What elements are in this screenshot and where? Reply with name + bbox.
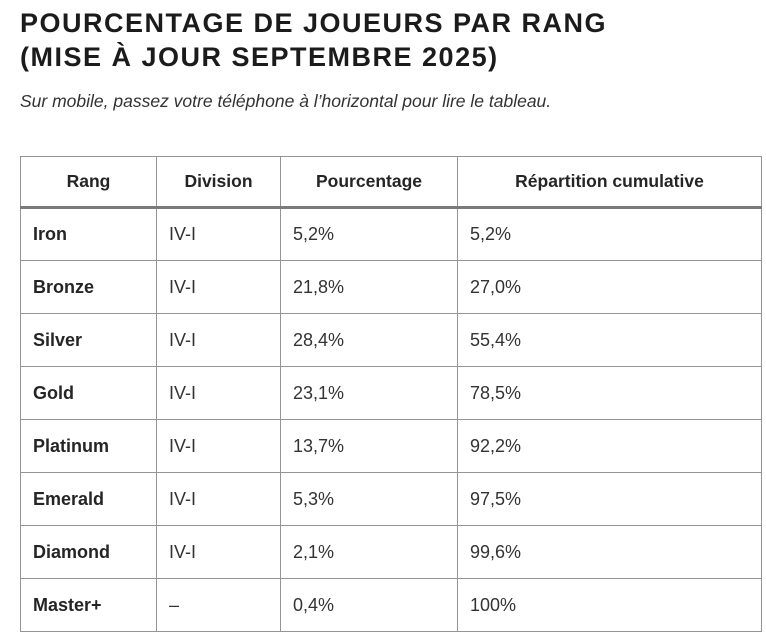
rank-name-cell: Emerald [20,472,157,526]
mobile-hint-text: Sur mobile, passez votre téléphone à l’h… [20,91,552,111]
cumulative-cell: 5,2% [457,207,762,261]
division-cell: IV-I [156,313,281,367]
division-cell: IV-I [156,525,281,579]
page-title-line-1: POURCENTAGE DE JOUEURS PAR RANG [20,8,608,38]
rank-name-cell: Bronze [20,260,157,314]
cumulative-cell: 55,4% [457,313,762,367]
table-row: Platinum IV-I 13,7% 92,2% [20,419,762,473]
column-header-rank: Rang [20,156,157,209]
cumulative-cell: 27,0% [457,260,762,314]
percentage-cell: 28,4% [280,313,458,367]
table-row: Bronze IV-I 21,8% 27,0% [20,260,762,314]
division-cell: IV-I [156,260,281,314]
rank-name-cell: Master+ [20,578,157,632]
rank-name-cell: Silver [20,313,157,367]
division-cell: IV-I [156,472,281,526]
rank-distribution-table: Rang Division Pourcentage Répartition cu… [20,156,762,632]
table-row: Emerald IV-I 5,3% 97,5% [20,472,762,526]
cumulative-cell: 78,5% [457,366,762,420]
cumulative-cell: 99,6% [457,525,762,579]
page-title: POURCENTAGE DE JOUEURS PAR RANG (MISE À … [20,6,761,74]
table-row: Master+ – 0,4% 100% [20,578,762,632]
column-header-cumulative: Répartition cumulative [457,156,762,209]
table-row: Silver IV-I 28,4% 55,4% [20,313,762,367]
division-cell: IV-I [156,366,281,420]
table-header-row: Rang Division Pourcentage Répartition cu… [20,156,762,209]
division-cell: IV-I [156,419,281,473]
page-title-line-2: (MISE À JOUR SEPTEMBRE 2025) [20,42,499,72]
cumulative-cell: 92,2% [457,419,762,473]
percentage-cell: 2,1% [280,525,458,579]
cumulative-cell: 97,5% [457,472,762,526]
table-row: Iron IV-I 5,2% 5,2% [20,207,762,261]
rank-name-cell: Gold [20,366,157,420]
cumulative-cell: 100% [457,578,762,632]
percentage-cell: 5,3% [280,472,458,526]
rank-name-cell: Diamond [20,525,157,579]
column-header-percentage: Pourcentage [280,156,458,209]
column-header-division: Division [156,156,281,209]
table-row: Gold IV-I 23,1% 78,5% [20,366,762,420]
percentage-cell: 5,2% [280,207,458,261]
percentage-cell: 23,1% [280,366,458,420]
table-row: Diamond IV-I 2,1% 99,6% [20,525,762,579]
rank-name-cell: Iron [20,207,157,261]
rank-name-cell: Platinum [20,419,157,473]
division-cell: – [156,578,281,632]
percentage-cell: 0,4% [280,578,458,632]
division-cell: IV-I [156,207,281,261]
percentage-cell: 21,8% [280,260,458,314]
percentage-cell: 13,7% [280,419,458,473]
